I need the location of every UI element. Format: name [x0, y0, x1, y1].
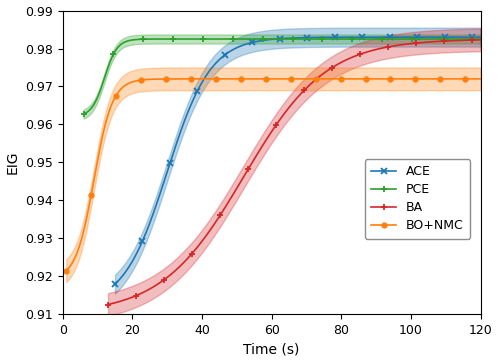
- BA: [227, 198, 233, 203]
- Legend: ACE, PCE, BA, BO+NMC: ACE, PCE, BA, BO+NMC: [365, 159, 470, 239]
- Line: ACE: ACE: [112, 34, 484, 288]
- PCE: [331, 37, 337, 41]
- PCE: [368, 37, 374, 41]
- BA: [478, 38, 484, 42]
- Line: PCE: PCE: [80, 35, 484, 118]
- BA: [374, 47, 380, 51]
- BO+NMC: [478, 77, 484, 81]
- BO+NMC: [65, 267, 71, 272]
- BO+NMC: [414, 77, 420, 81]
- BA: [252, 155, 258, 159]
- BA: [339, 60, 345, 64]
- BO+NMC: [317, 77, 323, 81]
- BO+NMC: [63, 269, 69, 273]
- PCE: [238, 37, 244, 41]
- BO+NMC: [407, 77, 413, 81]
- Line: BA: BA: [105, 37, 484, 308]
- Y-axis label: EIG: EIG: [5, 151, 19, 174]
- PCE: [314, 37, 320, 41]
- PCE: [128, 38, 134, 42]
- Line: BO+NMC: BO+NMC: [64, 76, 483, 273]
- PCE: [81, 112, 87, 116]
- BO+NMC: [310, 77, 316, 81]
- ACE: [377, 35, 383, 39]
- BO+NMC: [308, 77, 314, 81]
- BO+NMC: [440, 77, 446, 81]
- BA: [150, 285, 156, 289]
- ACE: [478, 35, 484, 39]
- ACE: [112, 282, 118, 286]
- PCE: [210, 37, 216, 41]
- ACE: [231, 47, 237, 51]
- ACE: [376, 35, 382, 39]
- X-axis label: Time (s): Time (s): [244, 342, 300, 357]
- BA: [105, 302, 111, 307]
- ACE: [342, 35, 348, 39]
- PCE: [370, 37, 376, 41]
- ACE: [156, 195, 162, 199]
- ACE: [257, 39, 263, 43]
- BA: [376, 47, 382, 51]
- PCE: [478, 37, 484, 41]
